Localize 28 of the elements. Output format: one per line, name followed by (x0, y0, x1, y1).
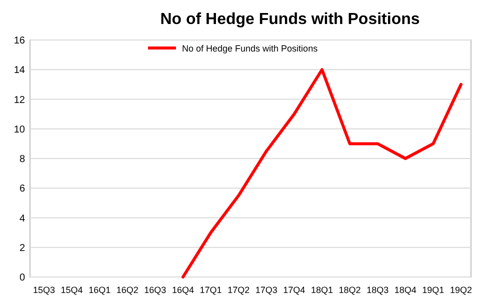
x-tick-label: 17Q2 (228, 285, 250, 295)
x-tick-label: 16Q1 (88, 285, 111, 295)
legend-label: No of Hedge Funds with Positions (182, 44, 318, 54)
x-tick-label: 16Q3 (144, 285, 166, 295)
x-tick-label: 19Q1 (422, 285, 444, 295)
y-tick-label: 6 (19, 184, 26, 195)
y-tick-label: 8 (19, 154, 26, 165)
y-tick-label: 2 (19, 242, 26, 254)
x-tick-label: 16Q4 (172, 285, 194, 295)
x-tick-label: 17Q1 (200, 285, 222, 295)
x-tick-label: 18Q1 (310, 285, 334, 295)
x-tick-label: 18Q3 (366, 285, 389, 295)
y-tick-label: 0 (19, 272, 26, 284)
x-tick-label: 16Q2 (116, 285, 138, 295)
x-tick-label: 15Q4 (60, 285, 83, 295)
y-tick-label: 14 (14, 65, 26, 76)
y-tick-label: 12 (14, 94, 26, 106)
x-tick-label: 19Q2 (450, 285, 472, 295)
y-tick-label: 10 (14, 124, 26, 136)
x-tick-label: 15Q3 (32, 285, 56, 295)
line-series (182, 68, 462, 278)
chart-title: No of Hedge Funds with Positions (160, 11, 420, 28)
x-tick-label: 17Q3 (255, 285, 278, 295)
x-tick-label: 18Q2 (338, 285, 361, 295)
y-tick-label: 16 (14, 36, 26, 46)
x-tick-label: 17Q4 (283, 285, 306, 295)
y-tick-label: 4 (19, 213, 26, 224)
x-tick-label: 18Q4 (394, 285, 416, 295)
